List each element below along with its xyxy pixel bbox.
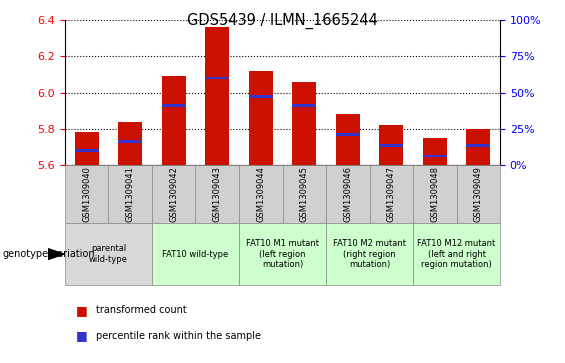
FancyBboxPatch shape — [282, 165, 326, 223]
Bar — [292, 82, 316, 165]
Text: GDS5439 / ILMN_1665244: GDS5439 / ILMN_1665244 — [187, 13, 378, 29]
FancyBboxPatch shape — [239, 223, 326, 285]
Text: genotype/variation: genotype/variation — [3, 249, 95, 259]
Bar — [336, 133, 360, 136]
Text: GSM1309045: GSM1309045 — [300, 166, 308, 222]
Bar — [205, 27, 229, 165]
Text: FAT10 wild-type: FAT10 wild-type — [162, 250, 229, 258]
FancyBboxPatch shape — [413, 223, 500, 285]
Text: ■: ■ — [76, 304, 88, 317]
Bar — [205, 77, 229, 79]
FancyBboxPatch shape — [326, 165, 370, 223]
FancyBboxPatch shape — [239, 165, 282, 223]
Bar — [336, 114, 360, 165]
Bar — [118, 140, 142, 143]
FancyBboxPatch shape — [370, 165, 413, 223]
Text: GSM1309041: GSM1309041 — [126, 166, 134, 222]
Text: GSM1309048: GSM1309048 — [431, 166, 439, 222]
Bar — [162, 104, 186, 107]
Bar — [75, 149, 99, 152]
Bar — [379, 144, 403, 147]
Polygon shape — [48, 249, 64, 260]
Bar — [75, 132, 99, 165]
Bar — [249, 95, 273, 98]
Text: GSM1309047: GSM1309047 — [387, 166, 396, 222]
Text: percentile rank within the sample: percentile rank within the sample — [96, 331, 261, 341]
FancyBboxPatch shape — [108, 165, 152, 223]
Text: transformed count: transformed count — [96, 305, 187, 315]
Bar — [292, 104, 316, 107]
Text: GSM1309043: GSM1309043 — [213, 166, 221, 222]
FancyBboxPatch shape — [457, 165, 500, 223]
Text: FAT10 M12 mutant
(left and right
region mutation): FAT10 M12 mutant (left and right region … — [418, 239, 496, 269]
Text: FAT10 M2 mutant
(right region
mutation): FAT10 M2 mutant (right region mutation) — [333, 239, 406, 269]
FancyBboxPatch shape — [326, 223, 413, 285]
FancyBboxPatch shape — [152, 165, 195, 223]
Text: FAT10 M1 mutant
(left region
mutation): FAT10 M1 mutant (left region mutation) — [246, 239, 319, 269]
Text: GSM1309049: GSM1309049 — [474, 166, 483, 222]
Bar — [423, 155, 447, 158]
Bar — [466, 144, 490, 147]
Bar — [423, 138, 447, 165]
Text: GSM1309040: GSM1309040 — [82, 166, 91, 222]
Text: GSM1309044: GSM1309044 — [257, 166, 265, 222]
Text: ■: ■ — [76, 329, 88, 342]
FancyBboxPatch shape — [152, 223, 239, 285]
Text: GSM1309046: GSM1309046 — [344, 166, 352, 222]
Bar — [162, 76, 186, 165]
Bar — [118, 122, 142, 165]
FancyBboxPatch shape — [65, 223, 152, 285]
Text: GSM1309042: GSM1309042 — [170, 166, 178, 222]
FancyBboxPatch shape — [413, 165, 457, 223]
Bar — [379, 125, 403, 165]
Text: parental
wild-type: parental wild-type — [89, 244, 128, 264]
FancyBboxPatch shape — [65, 165, 108, 223]
Bar — [466, 129, 490, 165]
FancyBboxPatch shape — [195, 165, 239, 223]
Bar — [249, 71, 273, 165]
